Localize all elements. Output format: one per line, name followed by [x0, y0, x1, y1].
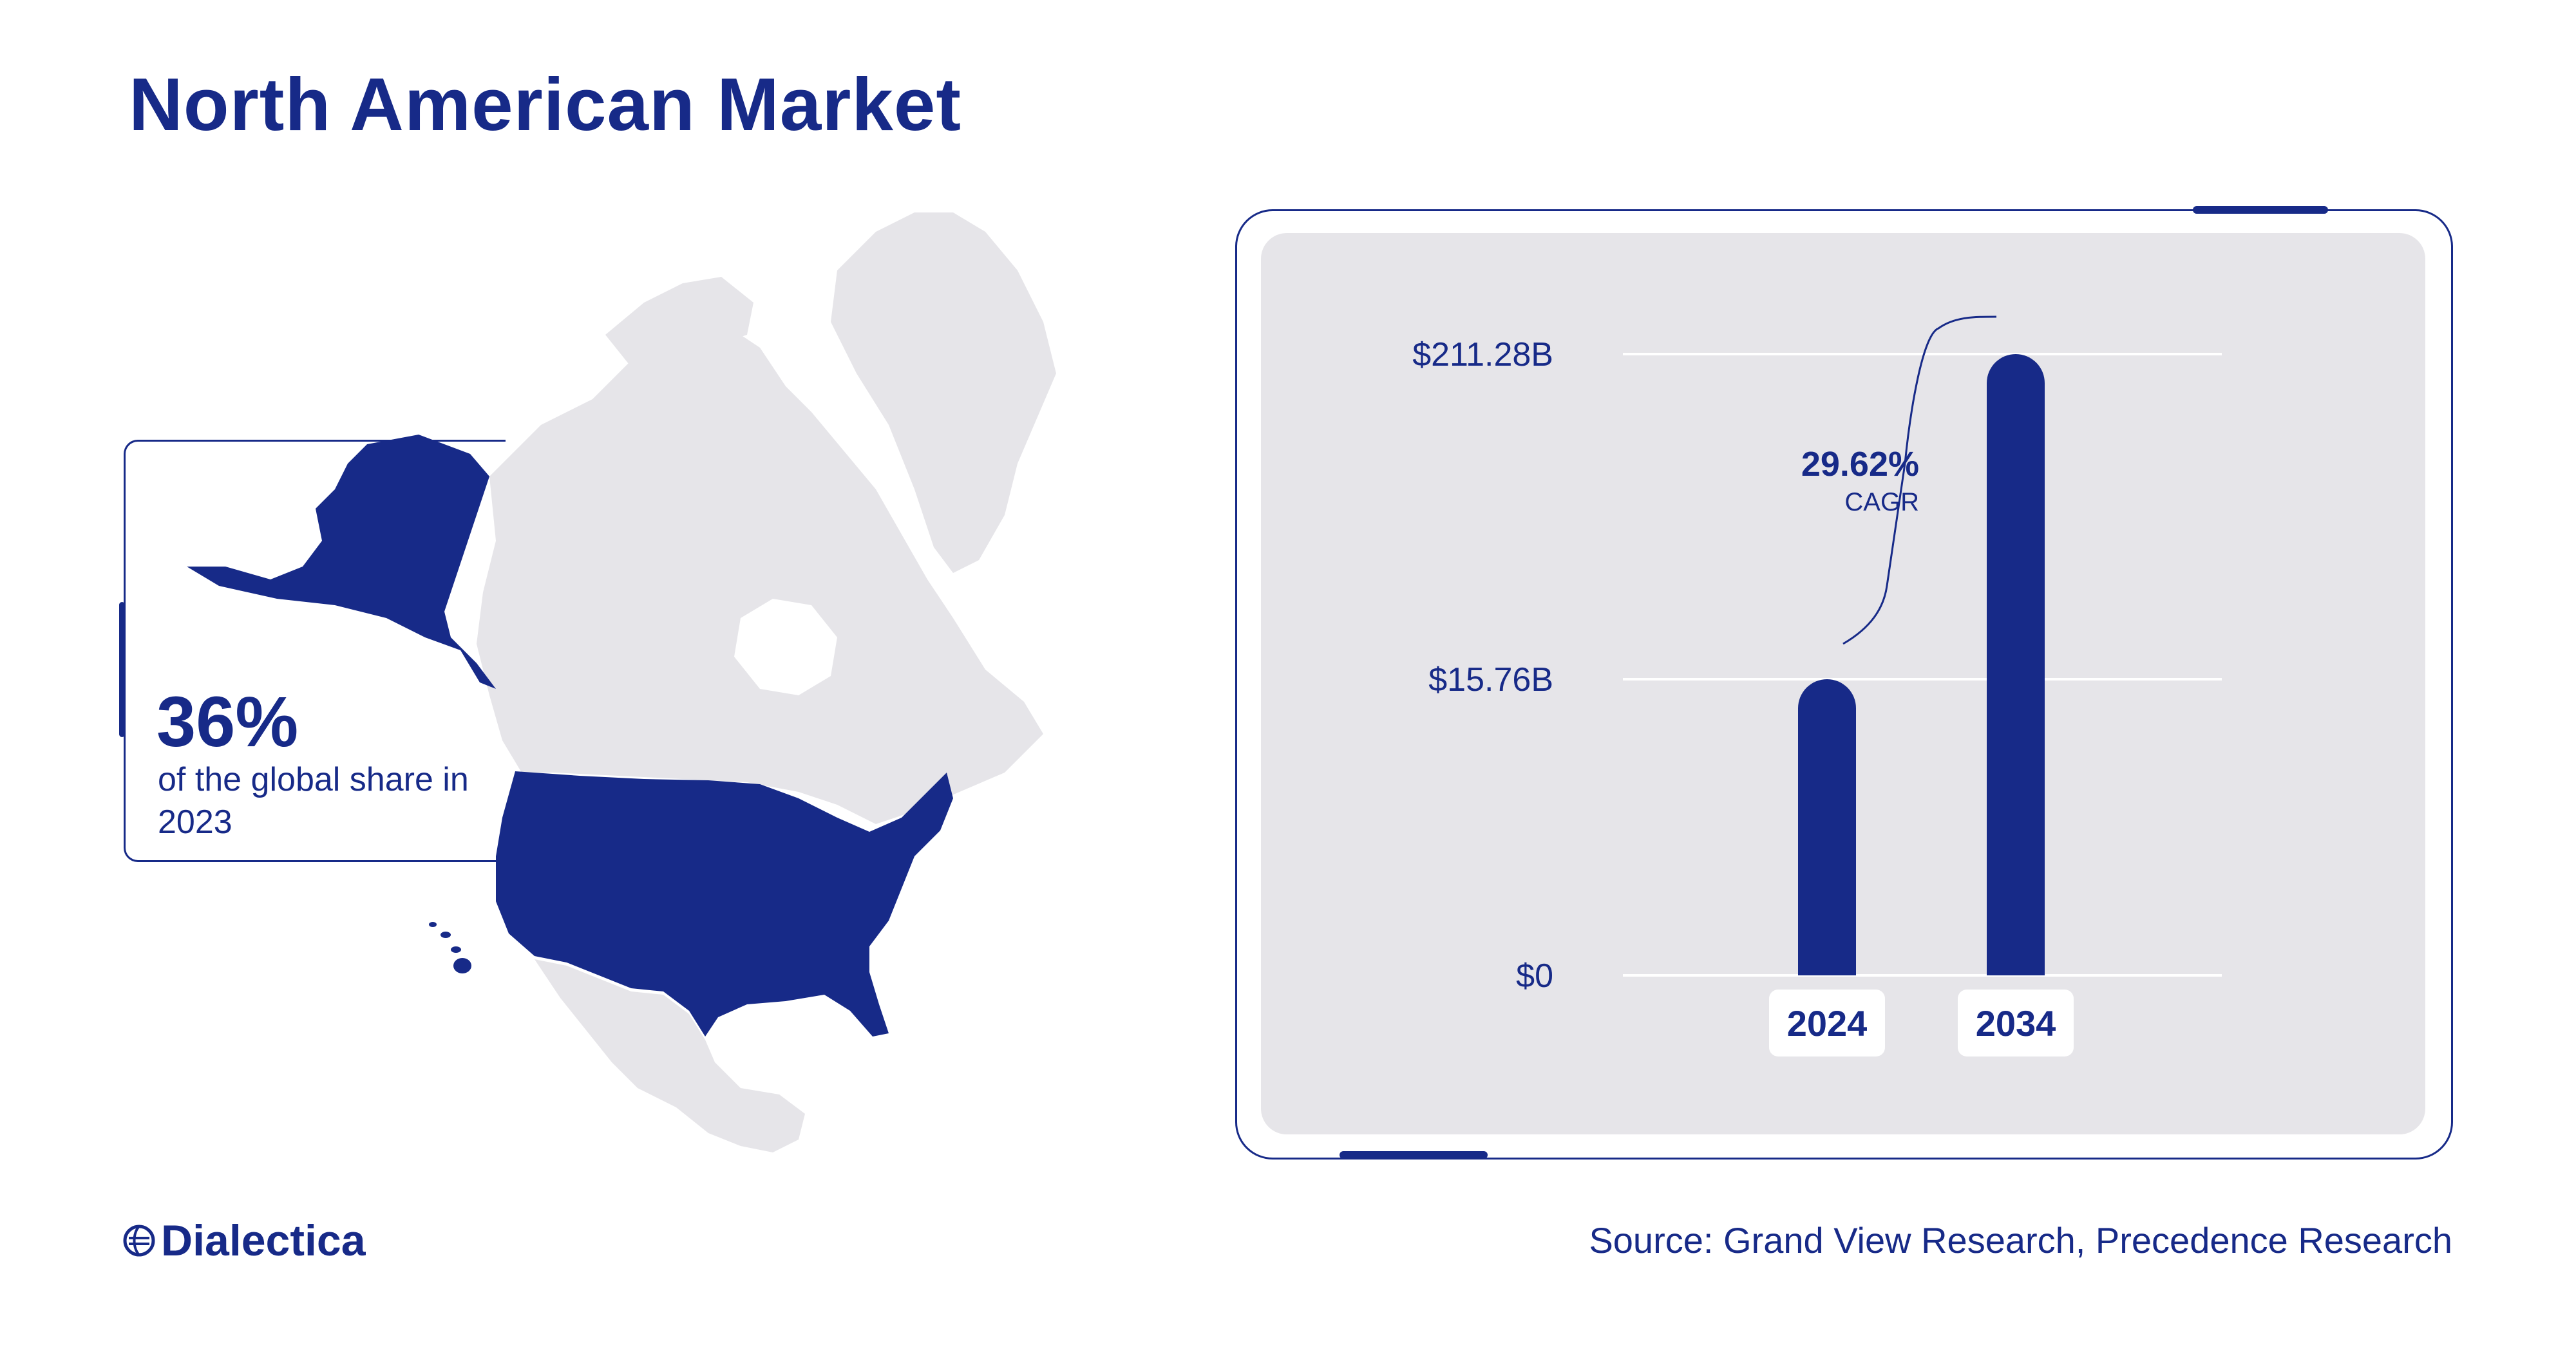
hawaii-shape — [429, 922, 471, 973]
cagr-label: CAGR — [1844, 488, 1919, 516]
brand-name: Dialectica — [161, 1216, 366, 1265]
hudson-bay-shape — [734, 599, 837, 695]
canada-shape — [477, 322, 1043, 824]
x-tick-label-2024: 2024 — [1769, 990, 1885, 1056]
dialectica-globe-icon — [123, 1225, 155, 1257]
chart-frame — [1235, 209, 2453, 1160]
x-tick-label-2034: 2034 — [1958, 990, 2074, 1056]
greenland-shape — [831, 212, 1056, 573]
chart-frame-accent-bottom — [1340, 1151, 1488, 1159]
bar-2024 — [1798, 679, 1856, 975]
share-callout-accent — [119, 602, 125, 737]
chart-frame-accent-top — [2193, 206, 2328, 214]
page-title: North American Market — [129, 62, 962, 146]
arctic-islands-shape — [605, 277, 753, 367]
share-description: of the global share in 2023 — [158, 761, 469, 841]
alaska-shape — [187, 435, 496, 689]
brand-logo: Dialectica — [122, 1216, 366, 1266]
chart-panel — [1261, 233, 2425, 1134]
source-note: Source: Grand View Research, Precedence … — [1589, 1220, 2452, 1261]
cagr-connector — [1842, 315, 1997, 645]
mexico-shape — [535, 959, 805, 1152]
y-tick-label: $15.76B — [1428, 661, 1553, 699]
share-value: 36% — [156, 682, 299, 762]
bar-2034 — [1987, 354, 2045, 975]
y-tick-label: $0 — [1516, 957, 1553, 995]
y-tick-label: $211.28B — [1412, 336, 1553, 373]
usa-shape — [496, 771, 953, 1037]
cagr-value: 29.62% — [1801, 445, 1919, 484]
